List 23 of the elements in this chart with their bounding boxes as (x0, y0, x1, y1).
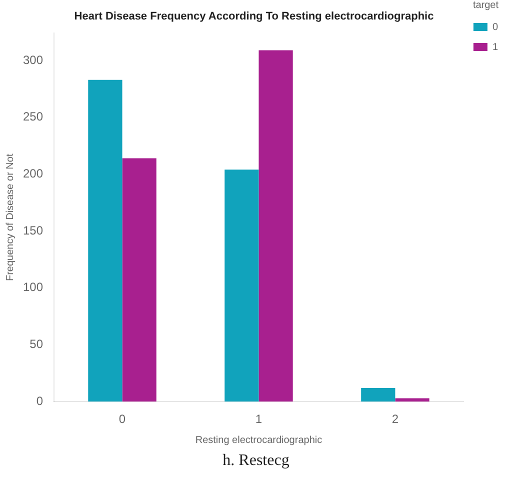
x-tick-label: 1 (255, 412, 262, 426)
y-tick-label: 50 (30, 337, 44, 352)
bar (88, 80, 122, 402)
y-axis-title: Frequency of Disease or Not (4, 154, 16, 282)
bar (122, 158, 156, 402)
y-tick-label: 250 (22, 110, 44, 124)
y-tick-label: 150 (22, 223, 44, 238)
bar (258, 50, 293, 402)
y-tick-label: 200 (22, 166, 44, 181)
legend-title: target (472, 0, 499, 11)
bar (395, 398, 430, 402)
x-tick-label: 0 (118, 412, 126, 426)
legend-label: 1 (492, 42, 498, 53)
x-tick-label: 2 (392, 412, 399, 426)
bar (361, 388, 396, 402)
y-tick-label: 0 (36, 394, 44, 408)
y-tick-label: 100 (22, 280, 44, 294)
text: h. Restecg (222, 452, 290, 470)
y-tick-label: 300 (22, 52, 44, 67)
x-axis-title: Resting electrocardiographic (195, 434, 322, 446)
legend-label: 0 (492, 22, 498, 33)
bar (224, 170, 259, 402)
chart-title: Heart Disease Frequency According To Resting electrocardiographic (74, 10, 434, 23)
